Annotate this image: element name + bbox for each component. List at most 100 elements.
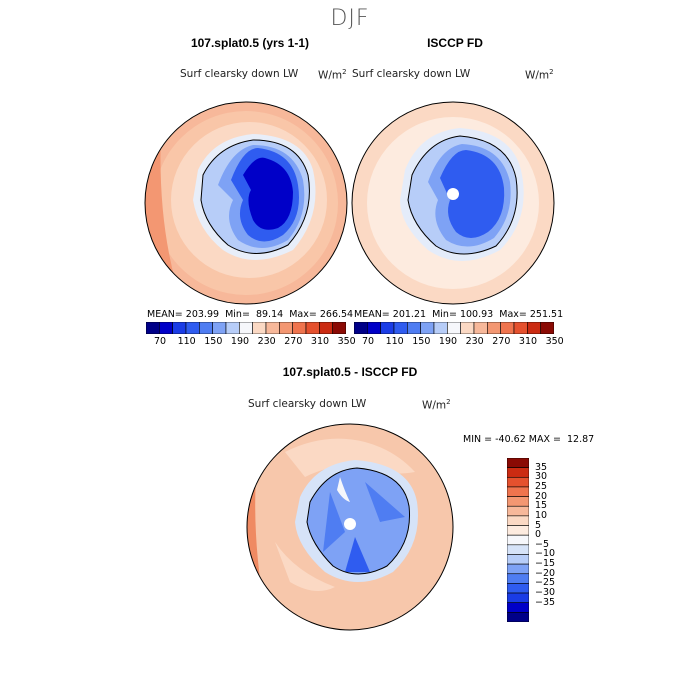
colorbar-tick-label: 310 xyxy=(518,336,538,347)
colorbar-swatch xyxy=(332,322,346,334)
panel1-stats: MEAN= 203.99 Min= 89.14 Max= 266.54 xyxy=(147,309,354,320)
panel2-title: ISCCP FD xyxy=(427,36,483,50)
colorbar-tick-label: 310 xyxy=(310,336,330,347)
panel2-polar-map xyxy=(351,101,555,305)
diff-colorbar-tick-label: 35 xyxy=(535,461,548,473)
colorbar-tick-label: 70 xyxy=(361,336,375,347)
colorbar-swatch xyxy=(527,322,541,334)
diff-colorbar-tick-label: −30 xyxy=(535,587,556,599)
panel3-polar-map xyxy=(246,423,454,631)
colorbar-swatch xyxy=(540,322,554,334)
colorbar-swatch xyxy=(433,322,448,334)
diff-colorbar-tick-label: 10 xyxy=(535,509,548,521)
colorbar-tick-label: 270 xyxy=(284,336,303,347)
colorbar-swatch xyxy=(380,322,395,334)
diff-colorbar-tick-label: −20 xyxy=(535,567,556,579)
panel1-colorbar-ticks: 70 110 150 190 230 270 310 350 xyxy=(146,336,356,348)
colorbar-swatch xyxy=(146,322,160,334)
colorbar-swatch xyxy=(487,322,501,334)
panel2-variable: Surf clearsky down LW xyxy=(352,68,471,80)
diff-colorbar-swatch xyxy=(507,573,529,584)
diff-colorbar xyxy=(507,458,529,622)
panel1-variable: Surf clearsky down LW xyxy=(180,68,299,80)
panel2-colorbar-ticks: 70 110 150 190 230 270 310 350 xyxy=(354,336,564,348)
diff-colorbar-swatch xyxy=(507,476,529,488)
diff-colorbar-swatch xyxy=(507,505,529,517)
diff-colorbar-swatch xyxy=(507,496,529,507)
panel1-title: 107.splat0.5 (yrs 1-1) xyxy=(190,36,310,50)
colorbar-swatch xyxy=(354,322,368,334)
diff-colorbar-swatch xyxy=(507,583,529,594)
diff-colorbar-swatch xyxy=(507,467,529,478)
colorbar-tick-label: 230 xyxy=(257,336,276,347)
colorbar-tick-label: 350 xyxy=(337,336,356,347)
colorbar-swatch xyxy=(407,322,421,334)
colorbar-swatch xyxy=(305,322,320,334)
colorbar-swatch xyxy=(393,322,408,334)
colorbar-tick-label: 110 xyxy=(385,336,404,347)
diff-colorbar-tick-label: −10 xyxy=(535,548,556,560)
panel1-units: W/m2 xyxy=(318,68,347,82)
panel3-title: 107.splat0.5 - ISCCP FD xyxy=(282,365,418,379)
panel1-colorbar xyxy=(146,322,346,334)
colorbar-swatch xyxy=(292,322,307,334)
diff-colorbar-swatch xyxy=(507,563,529,575)
colorbar-swatch xyxy=(513,322,528,334)
diff-colorbar-ticks: 35 30 25 20 15 10 5 0 −5 −10 −15 −20 −25 −30 −35 xyxy=(535,458,575,622)
diff-colorbar-tick-label: 25 xyxy=(535,480,548,492)
panel1-polar-map xyxy=(144,101,348,305)
colorbar-swatch xyxy=(239,322,253,334)
panel3-units: W/m2 xyxy=(422,398,451,412)
panel2-colorbar xyxy=(354,322,554,334)
panel2-stats: MEAN= 201.21 Min= 100.93 Max= 251.51 xyxy=(354,309,564,320)
colorbar-swatch xyxy=(159,322,173,334)
diff-colorbar-swatch xyxy=(507,554,529,565)
diff-colorbar-tick-label: −25 xyxy=(535,577,556,589)
colorbar-swatch xyxy=(199,322,213,334)
colorbar-tick-label: 150 xyxy=(204,336,223,347)
diff-colorbar-swatch xyxy=(507,544,529,555)
panel3-variable: Surf clearsky down LW xyxy=(248,398,367,410)
diff-colorbar-tick-label: 5 xyxy=(535,519,542,531)
panel3-stats: MIN = -40.62 MAX = 12.87 xyxy=(463,434,595,445)
colorbar-tick-label: 110 xyxy=(177,336,196,347)
colorbar-swatch xyxy=(225,322,240,334)
colorbar-tick-label: 350 xyxy=(545,336,564,347)
diff-colorbar-tick-label: −15 xyxy=(535,558,556,570)
diff-colorbar-tick-label: 15 xyxy=(535,500,548,512)
colorbar-swatch xyxy=(185,322,200,334)
diff-colorbar-tick-label: −5 xyxy=(535,538,550,550)
diff-colorbar-swatch xyxy=(507,486,529,497)
diff-colorbar-swatch xyxy=(507,534,529,546)
colorbar-swatch xyxy=(172,322,187,334)
diff-colorbar-swatch xyxy=(507,525,529,536)
colorbar-tick-label: 270 xyxy=(492,336,511,347)
colorbar-swatch xyxy=(420,322,435,334)
diff-colorbar-tick-label: 20 xyxy=(535,490,548,502)
colorbar-swatch xyxy=(252,322,267,334)
colorbar-swatch xyxy=(265,322,280,334)
main-title: DJF xyxy=(330,6,370,31)
diff-colorbar-swatch xyxy=(507,592,529,604)
diff-colorbar-tick-label: 0 xyxy=(535,529,542,541)
colorbar-swatch xyxy=(319,322,333,334)
diff-colorbar-tick-label: −35 xyxy=(535,596,556,608)
colorbar-tick-label: 70 xyxy=(153,336,167,347)
colorbar-swatch xyxy=(473,322,488,334)
diff-colorbar-tick-label: 30 xyxy=(535,471,548,483)
colorbar-swatch xyxy=(460,322,475,334)
diff-colorbar-swatch xyxy=(507,602,529,613)
colorbar-swatch xyxy=(279,322,293,334)
diff-colorbar-swatch xyxy=(507,515,529,526)
colorbar-tick-label: 190 xyxy=(230,336,250,347)
panel2-units: W/m2 xyxy=(525,68,554,82)
colorbar-swatch xyxy=(500,322,515,334)
colorbar-swatch xyxy=(447,322,461,334)
colorbar-swatch xyxy=(212,322,227,334)
diff-colorbar-swatch xyxy=(507,458,529,468)
diff-colorbar-swatch xyxy=(507,612,529,622)
colorbar-tick-label: 230 xyxy=(465,336,484,347)
colorbar-tick-label: 150 xyxy=(412,336,431,347)
colorbar-swatch xyxy=(367,322,381,334)
colorbar-tick-label: 190 xyxy=(438,336,458,347)
